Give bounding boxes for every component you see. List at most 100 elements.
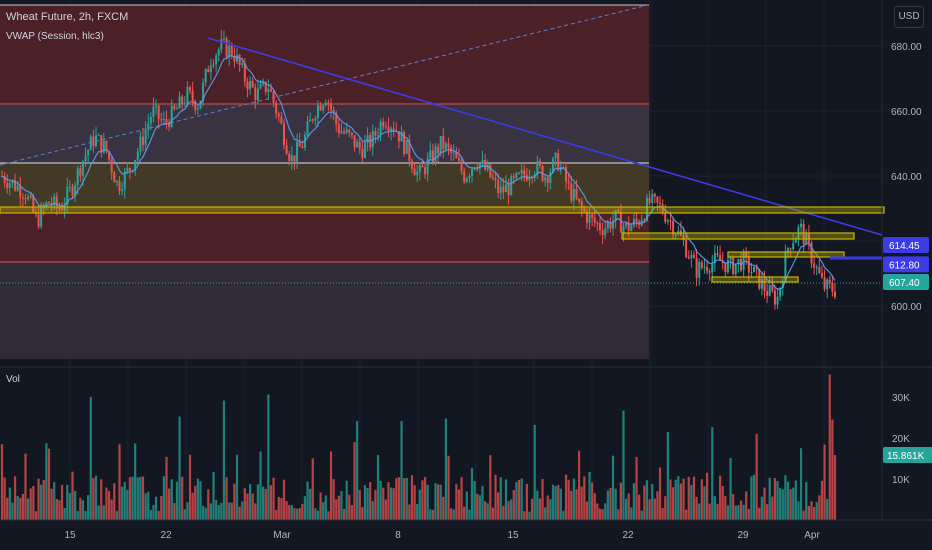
volume-tick-label: 20K bbox=[892, 434, 910, 445]
vwap-line bbox=[1, 55, 836, 290]
vwap-indicator-label[interactable]: VWAP (Session, hlc3) bbox=[6, 31, 104, 42]
candle-body bbox=[666, 220, 669, 222]
volume-bar bbox=[280, 497, 283, 520]
volume-bar bbox=[123, 482, 126, 520]
volume-bar bbox=[335, 499, 338, 520]
candle-body bbox=[794, 238, 797, 243]
candle-body bbox=[298, 141, 301, 147]
candle-body bbox=[105, 140, 108, 152]
volume-bar bbox=[826, 498, 829, 520]
volume-bar bbox=[215, 499, 218, 520]
candle-body bbox=[745, 252, 748, 257]
volume-bar bbox=[473, 481, 476, 520]
candle-body bbox=[520, 170, 523, 174]
candle-body bbox=[74, 185, 77, 196]
volume-bar bbox=[42, 479, 45, 520]
volume-bar bbox=[564, 474, 568, 520]
volume-bar bbox=[173, 503, 176, 520]
volume-bar bbox=[468, 509, 471, 520]
volume-bar bbox=[100, 479, 103, 520]
volume-bar bbox=[651, 483, 654, 520]
candle-body bbox=[259, 84, 262, 89]
candle-body bbox=[97, 135, 100, 137]
candle-body bbox=[222, 38, 225, 40]
candle-body bbox=[721, 260, 724, 264]
volume-bar bbox=[614, 488, 617, 520]
candle-body bbox=[810, 242, 813, 264]
candle-body bbox=[71, 186, 74, 196]
candle-body bbox=[588, 214, 591, 223]
volume-bar bbox=[397, 477, 401, 520]
candle-body bbox=[413, 168, 416, 176]
candle-body bbox=[732, 257, 735, 275]
candle-body bbox=[497, 179, 500, 193]
candle-body bbox=[818, 267, 821, 274]
candle-body bbox=[118, 180, 121, 191]
volume-bar bbox=[40, 484, 43, 520]
volume-bar bbox=[677, 476, 680, 520]
candle-body bbox=[403, 132, 406, 154]
volume-bar bbox=[755, 433, 758, 520]
candle-body bbox=[6, 182, 9, 188]
volume-bar bbox=[118, 444, 121, 520]
candle-body bbox=[826, 279, 829, 290]
volume-bar bbox=[635, 456, 638, 520]
volume-bar bbox=[303, 496, 307, 520]
candle-body bbox=[685, 239, 688, 257]
price-tick-label: 640.00 bbox=[891, 172, 922, 183]
volume-bar bbox=[345, 480, 348, 520]
volume-bar bbox=[567, 479, 570, 520]
candle-body bbox=[659, 202, 662, 205]
volume-bar bbox=[322, 502, 325, 520]
volume-bar bbox=[50, 488, 53, 520]
shaded-zone bbox=[0, 5, 649, 359]
volume-bar bbox=[264, 488, 267, 520]
candle-body bbox=[243, 63, 246, 82]
candle-body bbox=[719, 255, 722, 261]
volume-bar bbox=[510, 499, 513, 520]
volume-bar bbox=[713, 496, 716, 520]
volume-bar bbox=[630, 507, 633, 520]
price-label-text: 607.40 bbox=[889, 278, 920, 289]
candle-body bbox=[442, 136, 445, 149]
volume-bar bbox=[269, 485, 273, 520]
candle-body bbox=[512, 176, 515, 178]
volume-bar bbox=[823, 444, 826, 520]
volume-bar bbox=[426, 484, 429, 520]
volume-bar bbox=[410, 475, 414, 520]
volume-bar bbox=[157, 510, 160, 520]
candle-body bbox=[444, 143, 447, 149]
candle-body bbox=[225, 38, 228, 57]
candle-body bbox=[800, 223, 803, 228]
volume-bar bbox=[243, 488, 246, 520]
volume-bar bbox=[820, 480, 824, 520]
candle-body bbox=[758, 268, 761, 289]
volume-bar bbox=[275, 510, 278, 520]
volume-bar bbox=[784, 475, 787, 520]
volume-bar bbox=[831, 419, 834, 520]
volume-bar bbox=[732, 494, 735, 520]
time-tick-label: 22 bbox=[622, 530, 634, 541]
candle-body bbox=[632, 218, 635, 226]
candle-body bbox=[134, 160, 137, 171]
volume-bar bbox=[366, 487, 369, 520]
price-tick-label: 600.00 bbox=[891, 302, 922, 313]
volume-bar bbox=[611, 455, 615, 520]
candle-body bbox=[437, 146, 440, 154]
volume-bar bbox=[405, 477, 408, 520]
volume-indicator-label[interactable]: Vol bbox=[6, 374, 20, 385]
candle-body bbox=[157, 105, 160, 120]
volume-bar bbox=[379, 480, 382, 520]
volume-bar bbox=[196, 478, 199, 520]
volume-bar bbox=[604, 503, 607, 520]
volume-bar bbox=[818, 495, 821, 520]
volume-bar bbox=[617, 509, 620, 520]
candle-body bbox=[565, 166, 568, 182]
volume-bar bbox=[183, 509, 186, 520]
volume-bar bbox=[128, 477, 132, 520]
symbol-title[interactable]: Wheat Future, 2h, FXCM bbox=[6, 11, 129, 23]
currency-button[interactable]: USD bbox=[894, 6, 924, 28]
candle-body bbox=[716, 253, 719, 256]
